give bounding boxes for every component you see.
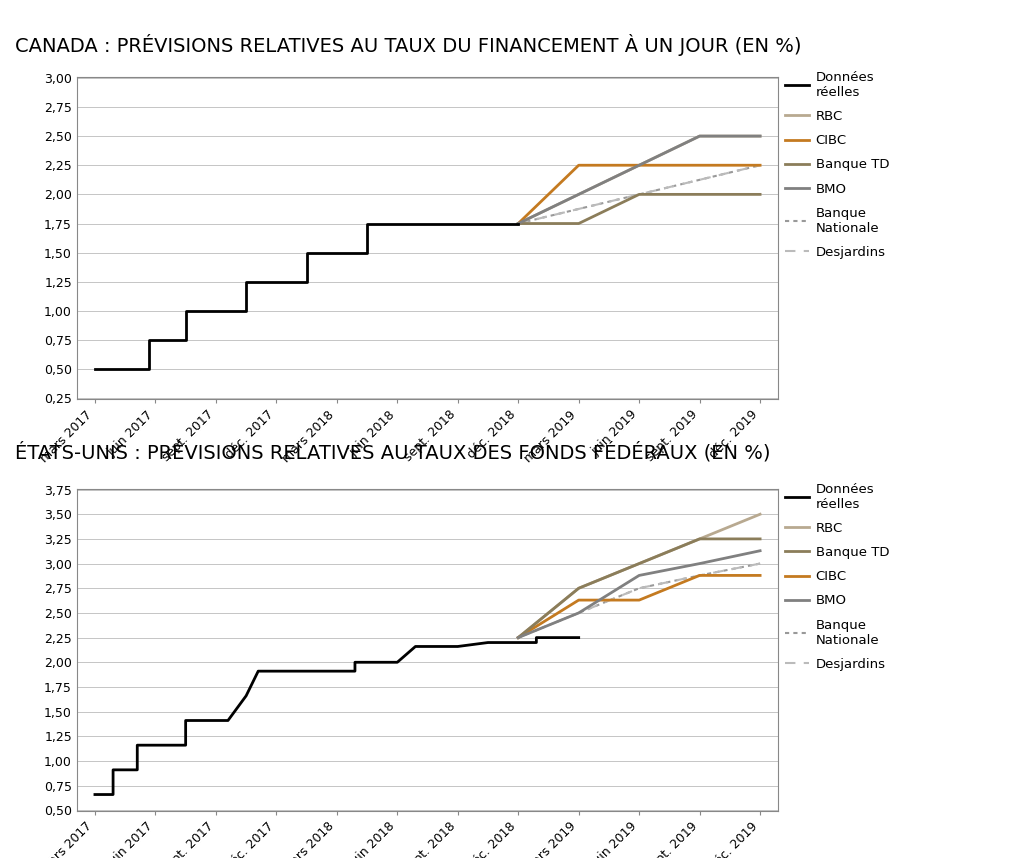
Legend: Données
réelles, RBC, Banque TD, CIBC, BMO, Banque
Nationale, Desjardins: Données réelles, RBC, Banque TD, CIBC, B…	[785, 482, 889, 671]
Text: CANADA : PRÉVISIONS RELATIVES AU TAUX DU FINANCEMENT À UN JOUR (EN %): CANADA : PRÉVISIONS RELATIVES AU TAUX DU…	[15, 34, 802, 57]
Legend: Données
réelles, RBC, CIBC, Banque TD, BMO, Banque
Nationale, Desjardins: Données réelles, RBC, CIBC, Banque TD, B…	[785, 71, 889, 259]
Text: ÉTATS-UNIS : PRÉVISIONS RELATIVES AU TAUX DES FONDS FÉDÉRAUX (EN %): ÉTATS-UNIS : PRÉVISIONS RELATIVES AU TAU…	[15, 442, 771, 462]
